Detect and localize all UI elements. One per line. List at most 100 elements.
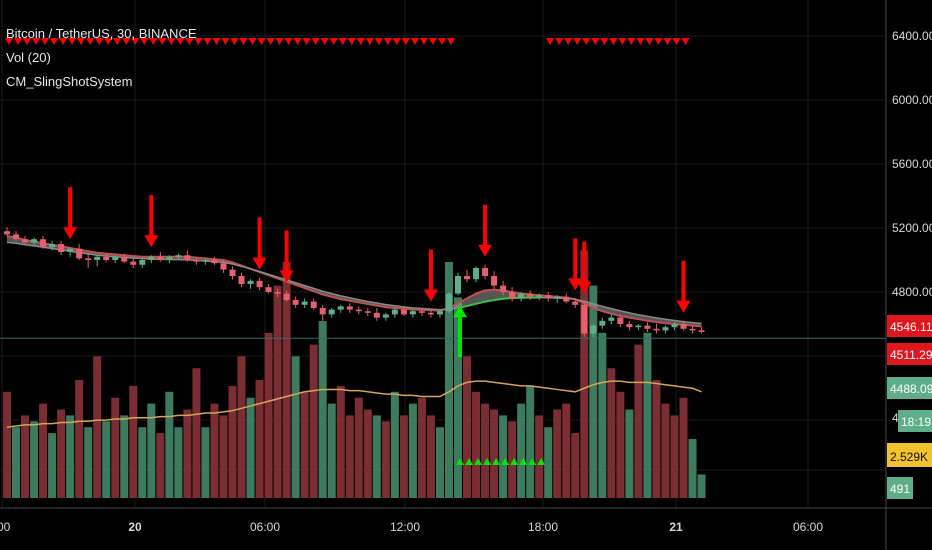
- sell-condition-marker: [681, 38, 690, 45]
- volume-bar: [571, 433, 580, 498]
- sell-condition-marker: [546, 38, 555, 45]
- badge-price-open-bg: [887, 377, 932, 399]
- candle-body: [482, 268, 489, 276]
- sell-condition-marker: [104, 38, 113, 45]
- sell-condition-marker: [5, 38, 13, 45]
- volume-bar: [625, 409, 634, 498]
- sell-condition-marker: [338, 38, 347, 45]
- candle-body: [464, 276, 471, 280]
- volume-bars: [3, 250, 706, 498]
- sell-arrow-head: [252, 257, 267, 270]
- candle-body: [355, 309, 362, 312]
- volume-bar: [607, 368, 616, 498]
- sell-condition-marker: [194, 38, 203, 45]
- sell-condition-marker: [221, 38, 230, 45]
- volume-bar: [381, 421, 390, 498]
- sell-condition-marker: [329, 38, 338, 45]
- volume-bar: [120, 415, 129, 498]
- price-tick-label: 6000.00: [892, 93, 932, 107]
- sell-condition-marker: [32, 38, 41, 45]
- volume-bar: [472, 391, 481, 498]
- volume-bar: [526, 385, 535, 498]
- volume-bar: [165, 391, 174, 498]
- candle-body: [409, 311, 416, 315]
- candle-body: [310, 301, 317, 308]
- candle-body: [635, 325, 642, 328]
- sell-condition-marker: [284, 38, 293, 45]
- volume-bar: [399, 415, 408, 498]
- candle-body: [193, 260, 200, 262]
- price-tick-label: 4800.00: [892, 285, 932, 299]
- sell-condition-marker: [401, 38, 410, 45]
- sell-condition-marker: [618, 38, 627, 45]
- sell-arrow-head: [577, 281, 592, 294]
- volume-bar: [147, 403, 156, 498]
- sell-condition-marker: [573, 38, 582, 45]
- price-tick-label: 6400.00: [892, 29, 932, 43]
- volume-bar: [3, 391, 11, 498]
- buy-arrow-shaft: [458, 315, 462, 358]
- volume-ma-line: [6, 380, 702, 428]
- sell-condition-marker: [374, 38, 383, 45]
- candle-body: [283, 293, 290, 300]
- volume-bar: [318, 321, 327, 498]
- candle-body: [680, 324, 687, 329]
- legend-volume[interactable]: Vol (20): [6, 50, 51, 65]
- sell-condition-marker: [41, 38, 50, 45]
- time-tick-label: 20: [128, 520, 142, 534]
- volume-bar: [201, 427, 210, 498]
- candle-body: [662, 327, 669, 331]
- candle-body: [274, 292, 281, 294]
- sell-arrow-shaft: [257, 217, 262, 260]
- candle-body: [563, 296, 570, 302]
- candle-body: [599, 320, 606, 326]
- volume-bar: [426, 415, 435, 498]
- volume-bar: [634, 344, 643, 498]
- volume-bar: [435, 427, 444, 498]
- volume-bar: [544, 427, 553, 498]
- candle-body: [49, 244, 56, 248]
- candle-body: [554, 296, 561, 299]
- buy-condition-marker: [528, 458, 537, 465]
- sell-condition-marker: [356, 38, 365, 45]
- candle-body: [644, 325, 651, 329]
- candle-body: [346, 306, 353, 310]
- volume-bar: [174, 427, 183, 498]
- candle-body: [500, 285, 507, 292]
- sell-condition-marker: [176, 38, 185, 45]
- candle-body: [608, 317, 615, 321]
- badge-vol-ma: 2.529K: [890, 450, 928, 464]
- buy-arrow-head: [453, 305, 467, 318]
- volume-bar: [643, 332, 652, 498]
- legend-symbol[interactable]: Bitcoin / TetherUS, 30, BINANCE: [6, 26, 197, 41]
- volume-bar: [616, 391, 625, 498]
- sell-condition-marker: [654, 38, 663, 45]
- volume-bar: [291, 356, 300, 498]
- sell-condition-marker: [158, 38, 167, 45]
- volume-bar: [282, 262, 291, 498]
- sell-condition-marker: [645, 38, 654, 45]
- time-tick-label: :00: [0, 520, 11, 534]
- time-tick-label: 18:00: [528, 520, 558, 534]
- sell-arrow-shaft: [149, 195, 154, 238]
- volume-bar: [372, 415, 381, 498]
- legend-indicator[interactable]: CM_SlingShotSystem: [6, 74, 133, 89]
- volume-bar: [463, 356, 472, 498]
- sell-condition-marker: [239, 38, 248, 45]
- volume-bar: [219, 415, 228, 498]
- volume-bar: [75, 380, 84, 498]
- sell-condition-marker: [600, 38, 609, 45]
- candle-body: [211, 260, 218, 264]
- volume-bar: [228, 385, 237, 498]
- volume-bar: [93, 356, 102, 498]
- volume-bar: [697, 474, 706, 498]
- volume-bar: [273, 285, 282, 498]
- candle-body: [319, 308, 326, 315]
- price-tick-label: 5200.00: [892, 221, 932, 235]
- price-badges: 4546.11 4511.29 4488.09 18:19 2.529K 491: [887, 315, 932, 499]
- buy-condition-marker: [510, 458, 519, 465]
- volume-bar: [12, 427, 21, 498]
- sell-condition-marker: [383, 38, 392, 45]
- sell-condition-marker: [140, 38, 149, 45]
